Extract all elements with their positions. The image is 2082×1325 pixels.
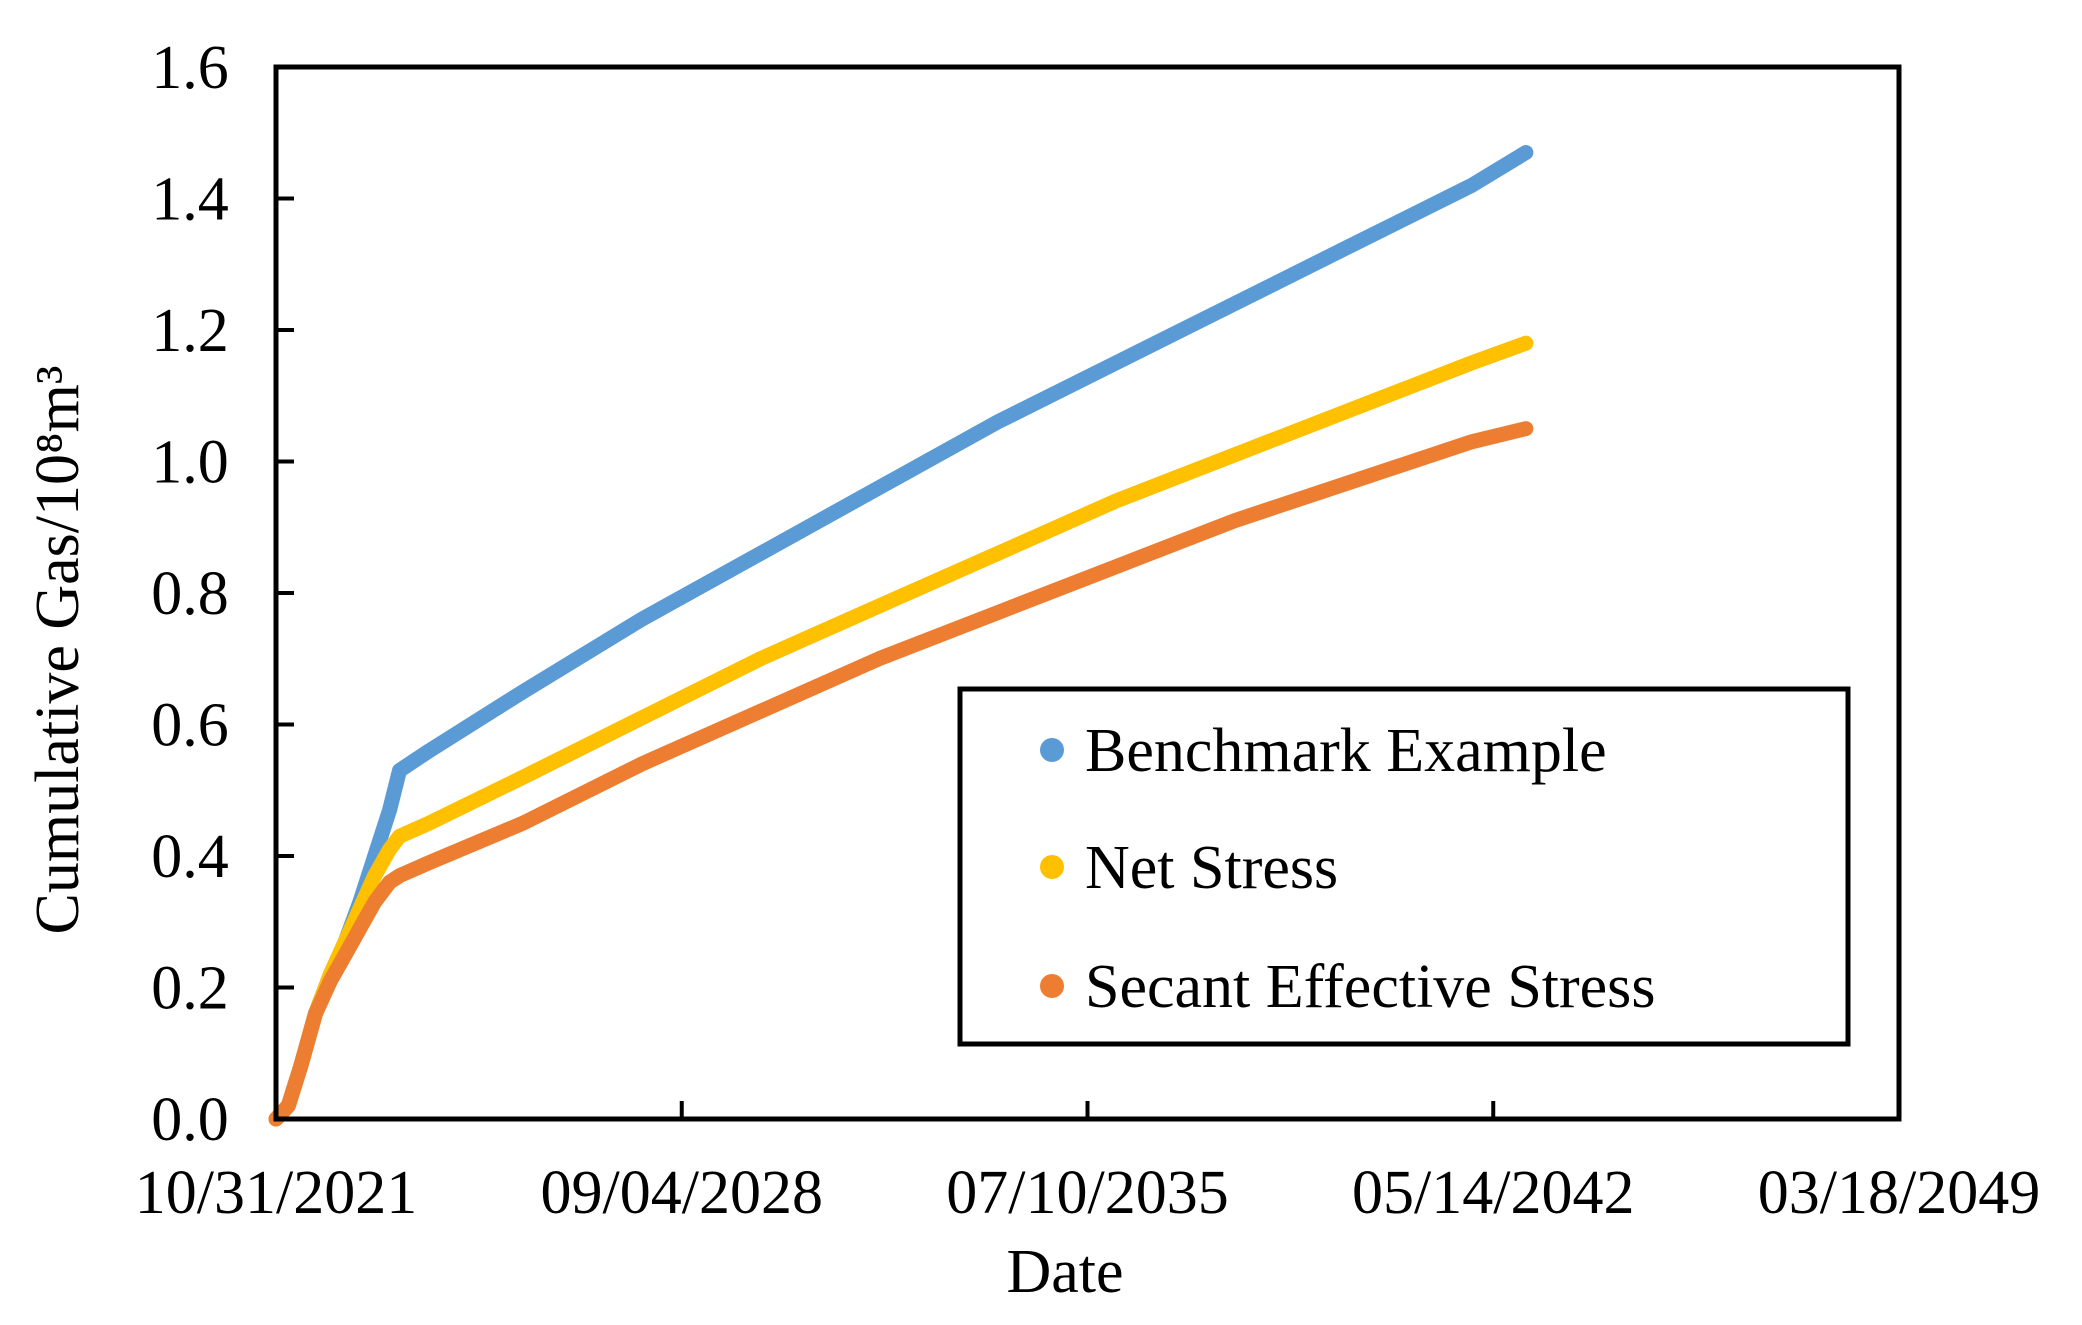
legend-marker-benchmark-example [1040,738,1064,762]
y-tick-label: 0.4 [151,823,229,891]
x-tick-label: 05/14/2042 [1352,1159,1634,1227]
y-tick-label: 1.6 [151,34,229,102]
legend-label-net-stress: Net Stress [1085,834,1338,902]
legend-label-secant-effective-stress: Secant Effective Stress [1085,953,1655,1021]
y-tick-label: 1.4 [151,166,229,234]
legend: Benchmark Example Net Stress Secant Effe… [957,686,1851,1047]
x-tick-label: 07/10/2035 [946,1159,1228,1227]
series-line-secant-effective-stress [268,421,1534,1127]
y-tick-label: 1.2 [151,297,229,365]
x-tick-label: 09/04/2028 [541,1159,823,1227]
legend-marker-secant-effective-stress [1040,974,1064,998]
legend-label-benchmark-example: Benchmark Example [1085,717,1607,785]
y-tick-label: 0.2 [151,955,229,1023]
y-tick-label: 0.0 [151,1086,229,1154]
series-layer [268,145,1534,1127]
x-tick-label: 03/18/2049 [1758,1159,2040,1227]
y-tick-label: 0.8 [151,560,229,628]
legend-marker-net-stress [1040,855,1064,879]
x-axis-title: Date [1006,1238,1123,1306]
x-tick-label: 10/31/2021 [135,1159,417,1227]
ticks-layer: 0.0 0.2 0.4 0.6 0.8 1.0 1.2 1.4 1.6 10/31/2021 09/… [135,34,2040,1227]
y-tick-label: 1.0 [151,429,229,497]
y-axis-title: Cumulative Gas/10⁸m³ [24,366,92,935]
legend-box [957,686,1851,1047]
y-tick-label: 0.6 [151,692,229,760]
